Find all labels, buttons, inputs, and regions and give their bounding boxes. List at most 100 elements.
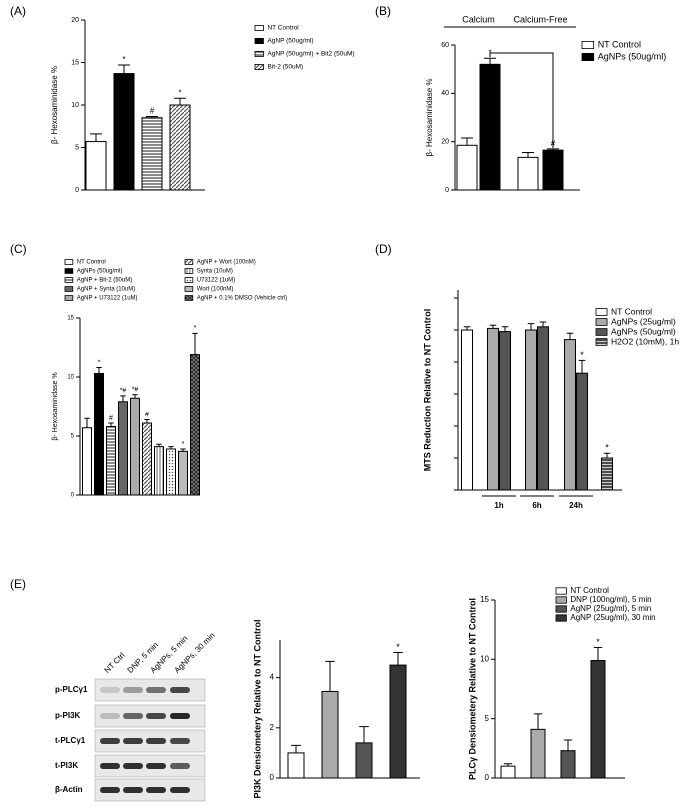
- legend-swatch: [254, 38, 264, 45]
- x-tick-label: 1h: [494, 501, 503, 510]
- error-bar: [180, 448, 186, 452]
- blot-band: [170, 787, 190, 793]
- blot-band: [146, 713, 166, 719]
- legend-label: AgNPs (50ug/ml): [611, 326, 676, 336]
- blot-band: [170, 763, 190, 769]
- y-tick-label: 10: [71, 102, 79, 109]
- error-bar: [393, 652, 403, 666]
- legend-label: AgNP + Wort (100nM): [197, 260, 256, 266]
- legend-label: NT Control: [570, 586, 609, 595]
- legend-swatch: [595, 338, 608, 346]
- blot-band: [100, 763, 120, 769]
- error-bar: [146, 115, 158, 118]
- legend-swatch: [555, 587, 567, 595]
- y-axis-title: β- Hexosaminidase %: [50, 66, 59, 144]
- legend-swatch: [64, 277, 74, 283]
- error-bar: [291, 744, 301, 753]
- y-tick-label: 0: [270, 773, 275, 782]
- legend-label: NT Control: [598, 39, 641, 49]
- bar: [118, 401, 128, 496]
- legend-swatch: [595, 308, 608, 316]
- chart: PLCγ Densiometery Relative to NT Control…: [467, 586, 655, 782]
- bar: [389, 664, 407, 779]
- error-bar: [539, 321, 547, 327]
- y-tick-label: 2: [270, 723, 275, 732]
- legend-swatch: [254, 64, 264, 71]
- error-bar: [463, 326, 471, 330]
- legend-label: AgNP + 0.1% DMSO (Vehicle ctrl): [197, 296, 287, 302]
- error-bar: [359, 726, 369, 743]
- error-bar: [168, 446, 174, 449]
- blot-band: [170, 713, 190, 719]
- significance-marker: #: [109, 415, 113, 422]
- legend-label: AgNPs (50ug/ml): [77, 269, 123, 275]
- blot-band: [100, 787, 120, 793]
- y-axis-title: PI3K Densiometery Relative to NT Control: [252, 619, 262, 798]
- blot-band: [146, 763, 166, 769]
- bar: [537, 326, 549, 491]
- blot-band: [123, 687, 143, 693]
- error-bar: [84, 417, 90, 428]
- legend-swatch: [184, 286, 194, 292]
- significance-marker: *#: [132, 387, 139, 394]
- error-bar: [174, 97, 186, 105]
- panel-label: (B): [375, 4, 391, 18]
- blot-band: [170, 738, 190, 744]
- bar: [499, 331, 511, 491]
- bar: [461, 329, 473, 491]
- error-bar: [603, 452, 611, 458]
- blot-band: [100, 713, 120, 719]
- x-tick-label: 24h: [569, 501, 583, 510]
- legend-label: AgNPs (50ug/ml): [598, 51, 667, 61]
- panel-label: (C): [10, 242, 27, 256]
- comparison-bracket: [489, 52, 554, 148]
- significance-marker: *: [605, 443, 609, 453]
- lane-label: NT Ctrl: [103, 651, 127, 675]
- bar: [560, 750, 576, 779]
- bar: [142, 422, 152, 496]
- legend-label: U73122 (1uM): [197, 278, 235, 284]
- significance-marker: #: [145, 411, 149, 418]
- error-bar: [489, 324, 497, 329]
- y-tick-label: 5: [485, 714, 490, 723]
- legend-label: NT Control: [611, 306, 652, 316]
- row-label: p-PI3K: [55, 711, 81, 720]
- significance-marker: *: [178, 88, 181, 97]
- y-axis-title: PLCγ Densiometery Relative to NT Control: [467, 598, 477, 780]
- legend-swatch: [64, 295, 74, 301]
- significance-marker: *: [182, 441, 185, 448]
- y-tick-label: 60: [441, 42, 449, 49]
- chart: (E) PI3K Densiometery Relative to NT Cont…: [10, 577, 420, 799]
- row-label: t-PI3K: [55, 761, 78, 770]
- chart: (B) β- Hexosaminidase % 0 20 40 60 * Calcium # Ca…: [375, 4, 666, 194]
- group-label: Calcium-Free: [513, 14, 567, 24]
- legend-swatch: [581, 41, 595, 50]
- y-tick-label: 5: [71, 434, 75, 440]
- legend-label: AgNP + Bit-2 (50uM): [77, 278, 132, 284]
- error-bar: [563, 739, 573, 751]
- bar: [94, 372, 104, 496]
- error-bar: [522, 152, 534, 158]
- bar: [564, 339, 576, 491]
- legend-swatch: [254, 51, 264, 58]
- significance-marker: *#: [120, 388, 127, 395]
- bar: [178, 450, 188, 496]
- bar: [487, 327, 499, 491]
- bar: [169, 104, 191, 191]
- bar: [479, 63, 501, 191]
- error-bar: [192, 332, 198, 355]
- panel-label: (A): [10, 4, 26, 18]
- error-bar: [461, 137, 473, 146]
- y-tick-label: 4: [270, 673, 275, 682]
- bar: [321, 690, 339, 779]
- legend-swatch: [184, 268, 194, 274]
- bar: [542, 149, 564, 191]
- significance-marker: *: [122, 55, 125, 64]
- error-bar: [503, 763, 513, 767]
- y-tick-label: 15: [480, 595, 489, 604]
- y-axis-title: MTS Reduction Relative to NT Control: [422, 309, 432, 472]
- legend-label: AgNP (25ug/ml), 30 min: [570, 613, 655, 622]
- y-tick-label: 0: [71, 493, 75, 499]
- significance-marker: #: [551, 139, 556, 148]
